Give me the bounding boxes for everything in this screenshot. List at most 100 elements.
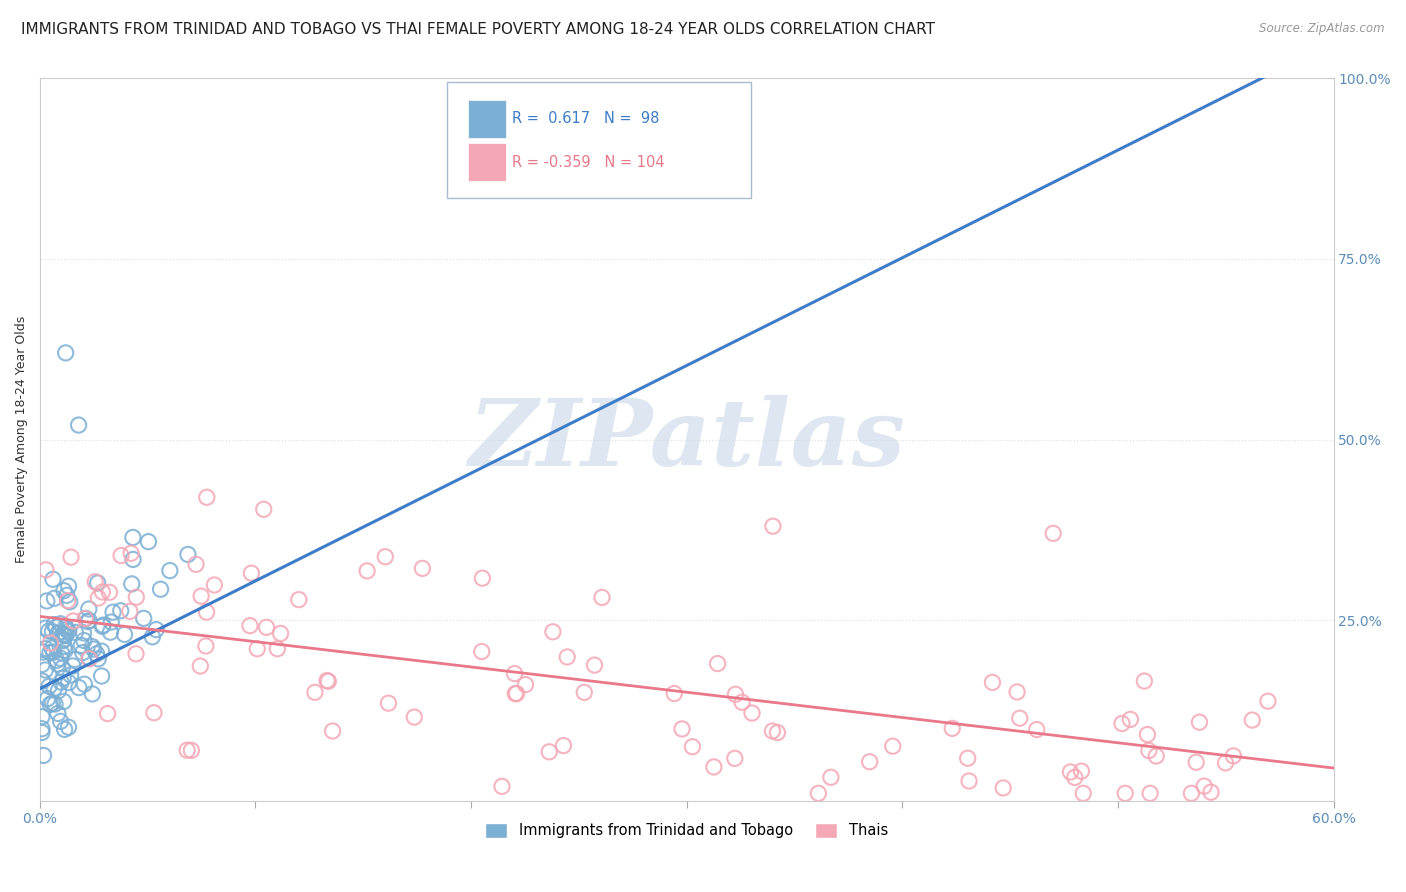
Point xyxy=(246,641,269,656)
Point xyxy=(55,346,77,360)
Point xyxy=(762,519,785,533)
Point xyxy=(62,659,84,673)
Point xyxy=(503,687,526,701)
Point xyxy=(1199,785,1222,799)
Point xyxy=(591,591,613,605)
Point xyxy=(58,675,80,690)
Point xyxy=(270,626,292,640)
Point xyxy=(110,549,132,563)
Point xyxy=(195,490,218,504)
Point xyxy=(31,722,53,736)
Point xyxy=(53,629,76,643)
Point xyxy=(1222,748,1244,763)
Point xyxy=(52,632,75,647)
Point xyxy=(67,681,90,695)
Point xyxy=(882,739,904,754)
Point xyxy=(44,697,66,711)
Point xyxy=(555,649,578,664)
Point xyxy=(35,563,58,577)
Point xyxy=(75,611,97,625)
Point xyxy=(32,748,55,763)
Point xyxy=(45,620,67,634)
Point xyxy=(195,605,218,619)
Point xyxy=(1063,771,1085,785)
Point xyxy=(73,633,96,648)
Point xyxy=(125,647,148,661)
Point xyxy=(56,588,79,602)
Point xyxy=(574,685,596,699)
Point xyxy=(91,619,114,633)
Point xyxy=(46,706,69,721)
Text: IMMIGRANTS FROM TRINIDAD AND TOBAGO VS THAI FEMALE POVERTY AMONG 18-24 YEAR OLDS: IMMIGRANTS FROM TRINIDAD AND TOBAGO VS T… xyxy=(21,22,935,37)
Point xyxy=(100,615,122,629)
Point xyxy=(58,720,80,734)
Point xyxy=(44,617,66,632)
Point xyxy=(471,644,494,658)
Point xyxy=(97,706,120,721)
Point xyxy=(122,552,145,566)
Point xyxy=(35,594,58,608)
Point xyxy=(724,751,747,765)
Point xyxy=(98,585,121,599)
Point xyxy=(184,558,207,572)
Point xyxy=(59,668,82,682)
Point xyxy=(1185,756,1208,770)
Point xyxy=(125,590,148,604)
Point xyxy=(1070,764,1092,779)
Point xyxy=(1133,674,1156,689)
Point xyxy=(1180,786,1202,800)
Point xyxy=(149,582,172,597)
Point xyxy=(1025,723,1047,737)
Point xyxy=(62,614,84,628)
Point xyxy=(87,591,110,605)
Y-axis label: Female Poverty Among 18-24 Year Olds: Female Poverty Among 18-24 Year Olds xyxy=(15,316,28,563)
Point xyxy=(77,614,100,628)
Point xyxy=(77,652,100,666)
Point xyxy=(941,722,963,736)
Point xyxy=(503,666,526,681)
Point xyxy=(1139,786,1161,800)
Point xyxy=(1059,764,1081,779)
Point xyxy=(41,641,63,656)
Point xyxy=(741,706,763,720)
Point xyxy=(505,686,527,700)
Point xyxy=(724,687,747,701)
Point xyxy=(820,770,842,784)
Point xyxy=(44,681,66,696)
Point xyxy=(87,652,110,666)
Point xyxy=(1111,716,1133,731)
FancyBboxPatch shape xyxy=(468,144,506,181)
Point xyxy=(41,624,63,639)
Point xyxy=(1119,712,1142,726)
Point xyxy=(41,696,63,710)
Point xyxy=(31,657,53,672)
Point xyxy=(318,674,340,689)
Point xyxy=(239,618,262,632)
Point xyxy=(52,627,75,641)
Point xyxy=(53,640,76,654)
Point xyxy=(411,561,433,575)
Point xyxy=(253,502,276,516)
Point xyxy=(53,723,76,737)
Point xyxy=(981,675,1004,690)
Point xyxy=(583,658,606,673)
Point xyxy=(180,743,202,757)
Point xyxy=(491,780,513,794)
Point xyxy=(807,786,830,800)
FancyBboxPatch shape xyxy=(468,100,506,137)
Point xyxy=(34,621,56,635)
Point xyxy=(377,696,399,710)
Point xyxy=(77,602,100,616)
Point xyxy=(37,691,59,706)
Point xyxy=(122,531,145,545)
Point xyxy=(72,625,94,640)
Point xyxy=(121,577,143,591)
Point xyxy=(79,651,101,665)
Point xyxy=(52,694,75,708)
Point xyxy=(42,572,65,586)
Point xyxy=(706,657,728,671)
Point xyxy=(82,687,104,701)
Point xyxy=(118,604,141,618)
Point xyxy=(58,579,80,593)
Point xyxy=(703,760,725,774)
